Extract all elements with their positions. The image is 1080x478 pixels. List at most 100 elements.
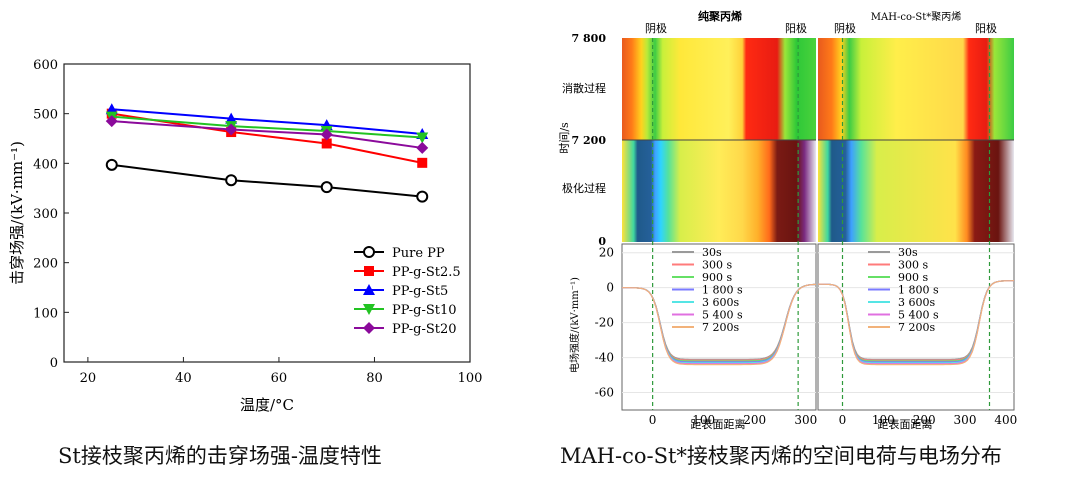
field-legend-label: 900 s	[898, 271, 928, 284]
field-x-tick-label: 100	[872, 413, 895, 427]
legend-label: PP-g-St5	[392, 284, 448, 299]
data-point	[225, 174, 238, 187]
field-legend-label: 30s	[702, 246, 722, 259]
legend-marker	[363, 304, 375, 315]
field-x-axis-ticks: 0 100 200 300 0 100 200 300 400	[649, 413, 1017, 427]
heatmap-ytick-7800: 7 800	[572, 32, 607, 45]
field-curves	[622, 280, 1014, 366]
field-x-tick-label: 200	[913, 413, 936, 427]
x-tick-label: 20	[80, 371, 97, 386]
y-tick-label: 300	[33, 207, 58, 222]
x-tick-label: 60	[271, 371, 288, 386]
anode-label-pure-pp: 阳极	[785, 21, 807, 35]
data-point	[417, 157, 428, 168]
legend-marker	[363, 246, 375, 258]
breakdown-strength-chart: 20 40 60 80 100 0 100 200 300 400 500 600 温度/°C 击穿…	[8, 58, 482, 414]
legend-label: PP-g-St2.5	[392, 265, 461, 280]
field-plot-frame-right	[817, 243, 1015, 411]
legend-label: Pure PP	[392, 246, 445, 261]
legend-label: PP-g-St10	[392, 303, 457, 318]
panel-title-pure-pp: 纯聚丙烯	[698, 9, 742, 23]
y-tick-label: 500	[33, 108, 58, 123]
y-axis-label: 击穿场强/(kV·mm⁻¹)	[8, 141, 26, 285]
field-y-tick-label: -20	[595, 316, 614, 330]
field-legend-label: 300 s	[898, 259, 928, 272]
heatmap-mah-pp-top	[818, 38, 1014, 140]
electrode-lines	[652, 38, 991, 410]
field-x-tick-label: 400	[994, 413, 1017, 427]
data-point	[225, 112, 238, 124]
series-line	[111, 120, 423, 149]
field-legend-label: 300 s	[702, 259, 732, 272]
x-tick-label: 40	[175, 371, 192, 386]
caption-left: St接枝聚丙烯的击穿场强-温度特性	[58, 444, 382, 468]
data-point	[320, 181, 333, 194]
field-legend-label: 5 400 s	[702, 309, 743, 322]
field-legend-label: 3 600s	[898, 296, 935, 309]
y-tick-label: 600	[33, 58, 58, 73]
data-point	[320, 128, 333, 141]
field-x-tick-label: 200	[743, 413, 766, 427]
field-y-tick-label: -40	[595, 351, 614, 365]
legend: Pure PP PP-g-St2.5 PP-g-St5 PP-g-St10 PP-g-S…	[354, 246, 461, 337]
cathode-label-pure-pp: 阴极	[645, 21, 667, 35]
phase-label-polarization: 极化过程	[562, 181, 606, 195]
series-line	[111, 163, 423, 198]
data-point	[416, 190, 429, 203]
field-legend-label: 7 200s	[898, 321, 935, 334]
y-tick-label: 400	[33, 157, 58, 172]
data-point	[105, 103, 118, 115]
series-layer	[105, 103, 429, 203]
heatmap-y-label: 时间/s	[558, 122, 571, 154]
series-line	[111, 112, 423, 164]
space-charge-figure: 纯聚丙烯 MAH-co-St*聚丙烯 阴极 阳极 阴极 阳极 7 800 7 2…	[558, 9, 1017, 431]
cathode-label-mah-pp: 阴极	[834, 21, 856, 35]
legend-marker	[364, 266, 374, 276]
field-legend-label: 5 400 s	[898, 309, 939, 322]
field-x-tick-label: 0	[839, 413, 847, 427]
field-x-tick-label: 300	[794, 413, 817, 427]
field-x-tick-label: 100	[692, 413, 715, 427]
field-x-label-right: 距表面距离	[878, 417, 933, 430]
panel-title-mah-pp: MAH-co-St*聚丙烯	[871, 10, 961, 23]
x-tick-label: 100	[458, 371, 483, 386]
field-legend-label: 1 800 s	[898, 284, 939, 297]
data-point	[416, 141, 429, 154]
field-legend-label: 7 200s	[702, 321, 739, 334]
data-point	[105, 158, 118, 171]
field-y-axis-ticks: 20 0 -20 -40 -60	[595, 246, 1014, 400]
y-tick-label: 100	[33, 306, 58, 321]
field-y-tick-label: -60	[595, 386, 614, 400]
y-tick-label: 0	[50, 356, 58, 371]
series-line	[111, 115, 423, 139]
field-y-tick-label: 0	[606, 281, 614, 295]
legend-marker	[363, 322, 375, 334]
series-line	[111, 108, 423, 136]
field-x-label-left: 距表面距离	[691, 417, 746, 430]
anode-label-mah-pp: 阳极	[975, 21, 997, 35]
data-point	[225, 123, 238, 136]
phase-label-dissipation: 消散过程	[562, 81, 606, 95]
heatmap-pure-pp-bottom	[622, 140, 816, 242]
heatmap-ytick-0: 0	[598, 235, 606, 248]
legend-marker	[363, 284, 375, 295]
field-legend-label: 1 800 s	[702, 284, 743, 297]
heatmap-pure-pp-top	[622, 38, 816, 140]
field-y-label: 电场强度/(kV·mm⁻¹)	[568, 277, 581, 373]
y-tick-label: 200	[33, 257, 58, 272]
field-plot-frame-left	[621, 243, 817, 411]
y-axis-ticks: 0 100 200 300 400 500 600	[33, 58, 69, 371]
field-curve	[622, 283, 817, 366]
data-point	[321, 138, 332, 149]
caption-right: MAH-co-St*接枝聚丙烯的空间电荷与电场分布	[560, 444, 1002, 468]
data-point	[416, 132, 429, 144]
field-legend-label: 900 s	[702, 271, 732, 284]
field-x-tick-label: 0	[649, 413, 657, 427]
x-tick-label: 80	[366, 371, 383, 386]
data-point	[105, 115, 118, 128]
field-legend-label: 3 600s	[702, 296, 739, 309]
x-axis-ticks: 20 40 60 80 100	[80, 357, 483, 386]
legend-label: PP-g-St20	[392, 322, 457, 337]
